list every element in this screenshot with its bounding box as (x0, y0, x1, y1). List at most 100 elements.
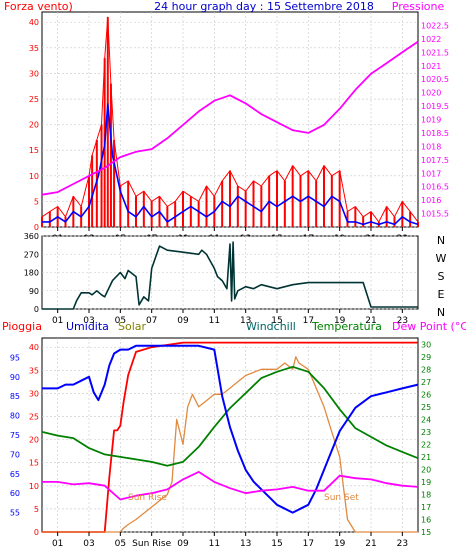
rain-line (42, 341, 418, 533)
direction-xtick-label: 19 (334, 316, 346, 326)
climate-xtick-label: 05 (115, 539, 126, 549)
sun-rise-annotation: Sun Rise (128, 493, 167, 503)
temp-ytick-label: 25 (421, 403, 431, 412)
temp-ytick-label: 16 (421, 515, 431, 524)
temp-ytick-label: 18 (421, 490, 431, 499)
direction-ytick-label: 270 (24, 250, 39, 259)
direction-xtick-label: 09 (177, 316, 189, 326)
rain-ytick-label: 25 (29, 413, 39, 422)
chart-title: 24 hour graph day : 15 Settembre 2018 (154, 0, 374, 13)
wind-ytick-label: 25 (29, 95, 39, 104)
pressure-ytick-label: 1021 (421, 62, 441, 71)
climate-xtick-label: 23 (397, 539, 408, 549)
pressure-line (41, 40, 419, 196)
direction-xtick-label: 01 (52, 316, 63, 326)
pressure-ytick-label: 1016 (421, 196, 441, 205)
humidity-label: Umidita (66, 320, 109, 333)
pressure-ytick-label: 1020 (421, 89, 441, 98)
climate-panel-grid (42, 338, 418, 533)
direction-ytick-label: 90 (29, 287, 39, 296)
pressure-ytick-label: 1021.5 (421, 48, 449, 57)
pressure-axis-label: Pressione (392, 0, 445, 13)
compass-label: E (438, 288, 445, 301)
windchill-label: Windchill (246, 320, 296, 333)
wind-pressure-panel: 0103050709111315171921230510152025303540… (4, 0, 449, 244)
temp-ytick-label: 17 (421, 503, 431, 512)
direction-xtick-label: 17 (303, 316, 314, 326)
dew-point-line (42, 470, 419, 501)
wind-ytick-label: 5 (34, 197, 39, 206)
direction-xtick-label: 23 (397, 316, 408, 326)
gust-line (41, 16, 419, 223)
rain-ytick-label: 10 (29, 482, 39, 491)
rain-ytick-label: 5 (34, 505, 39, 514)
climate-xtick-label: 03 (83, 539, 94, 549)
wind-ytick-label: 20 (29, 121, 39, 130)
wind-axis-label: Forza vento) (4, 0, 73, 13)
humidity-ytick-label: 70 (10, 450, 20, 459)
direction-xtick-label: 03 (83, 316, 94, 326)
temp-ytick-label: 19 (421, 478, 431, 487)
wind-ytick-label: 40 (29, 18, 39, 27)
pressure-ytick-label: 1017.5 (421, 156, 449, 165)
pressure-ytick-label: 1019 (421, 116, 441, 125)
temperature-line (41, 365, 419, 467)
temp-ytick-label: 20 (421, 465, 431, 474)
compass-label: N (437, 306, 445, 319)
climate-xtick-label: 13 (240, 539, 251, 549)
compass-label: S (438, 270, 445, 283)
climate-xtick-label: 09 (177, 539, 189, 549)
wind-panel-series (41, 16, 419, 227)
rain-ytick-label: 0 (34, 528, 39, 537)
rain-ytick-label: 15 (29, 459, 39, 468)
pressure-ytick-label: 1018.5 (421, 129, 449, 138)
temp-ytick-label: 23 (421, 428, 431, 437)
wind-ytick-label: 10 (29, 172, 39, 181)
pressure-ytick-label: 1022.5 (421, 21, 449, 30)
rain-ytick-label: 35 (29, 366, 39, 375)
humidity-ytick-label: 95 (10, 353, 20, 362)
temp-ytick-label: 28 (421, 365, 431, 374)
direction-xtick-label: 07 (146, 316, 157, 326)
pressure-ytick-label: 1017 (421, 169, 441, 178)
sun-set-annotation: Sun Set (324, 493, 359, 503)
compass-label: W (436, 252, 447, 265)
temp-ytick-label: 15 (421, 528, 431, 537)
climate-xtick-label: 01 (52, 539, 63, 549)
pressure-ytick-label: 1019.5 (421, 102, 449, 111)
temp-ytick-label: 27 (421, 378, 431, 387)
wind-ytick-label: 15 (29, 146, 39, 155)
dew-point-label: Dew Point (°C) (392, 320, 466, 333)
pressure-ytick-label: 1018 (421, 142, 441, 151)
climate-panel-series (41, 341, 419, 533)
rain-label: Pioggia (2, 320, 42, 333)
humidity-ytick-label: 85 (10, 392, 20, 401)
temp-ytick-label: 30 (421, 340, 431, 349)
climate-panel: 01 03 05 Sun Rise 09 11 13 15 17 19 21 230510152025… (2, 320, 466, 549)
pressure-ytick-label: 1015.5 (421, 210, 449, 219)
climate-xtick-label: 11 (209, 539, 220, 549)
compass-label: N (437, 234, 445, 247)
rain-ytick-label: 30 (29, 389, 39, 398)
pressure-ytick-label: 1016.5 (421, 183, 449, 192)
wind-ytick-label: 0 (34, 223, 39, 232)
climate-xtick-label: Sun Rise (132, 539, 171, 549)
humidity-ytick-label: 60 (10, 489, 20, 498)
wind-ytick-label: 35 (29, 44, 39, 53)
humidity-ytick-label: 65 (10, 470, 20, 479)
pressure-ytick-label: 1020.5 (421, 75, 449, 84)
temp-ytick-label: 24 (421, 415, 431, 424)
climate-panel-ticks: 01 03 05 Sun Rise 09 11 13 15 17 19 21 230510152025… (10, 340, 431, 549)
climate-xtick-label: 21 (365, 539, 376, 549)
climate-xtick-label: 19 (334, 539, 346, 549)
direction-ytick-label: 180 (24, 269, 39, 278)
direction-ytick-label: 360 (24, 232, 39, 241)
humidity-line (42, 344, 419, 514)
direction-xtick-label: 15 (271, 316, 282, 326)
humidity-ytick-label: 90 (10, 373, 20, 382)
rain-ytick-label: 40 (29, 343, 39, 352)
pressure-ytick-label: 1022 (421, 35, 441, 44)
